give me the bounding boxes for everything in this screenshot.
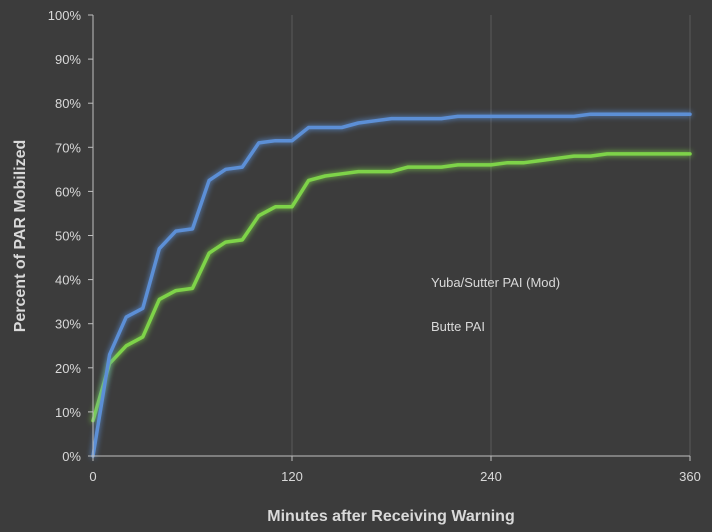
y-tick-label: 90% [55,52,81,67]
x-tick-label: 240 [480,469,502,484]
y-tick-label: 0% [62,449,81,464]
x-axis-title: Minutes after Receiving Warning [267,508,514,525]
legend: Yuba/Sutter PAI (Mod) Butte PAI [390,275,560,334]
y-tick-label: 30% [55,317,81,332]
grid [291,15,691,456]
y-tick-label: 100% [48,8,82,23]
y-tick-label: 80% [55,96,81,111]
series-line-yuba-sutter [91,152,692,423]
axes: 0% 10% 20% 30% 40% 50% 60% 70% 80% 90% 100% 0 120 240… [48,8,701,484]
x-tick-label: 0 [89,469,96,484]
y-tick-label: 70% [55,140,81,155]
y-tick-label: 40% [55,273,81,288]
series-line-butte [91,112,692,458]
series-lines [91,112,692,458]
y-tick-label: 60% [55,184,81,199]
y-axis-title: Percent of PAR Mobilized [12,140,29,333]
y-tick-label: 50% [55,229,81,244]
x-tick-label: 360 [679,469,701,484]
y-tick-label: 10% [55,405,81,420]
legend-label: Yuba/Sutter PAI (Mod) [431,275,560,290]
y-tick-label: 20% [55,361,81,376]
x-tick-label: 120 [281,469,303,484]
legend-label: Butte PAI [431,319,485,334]
